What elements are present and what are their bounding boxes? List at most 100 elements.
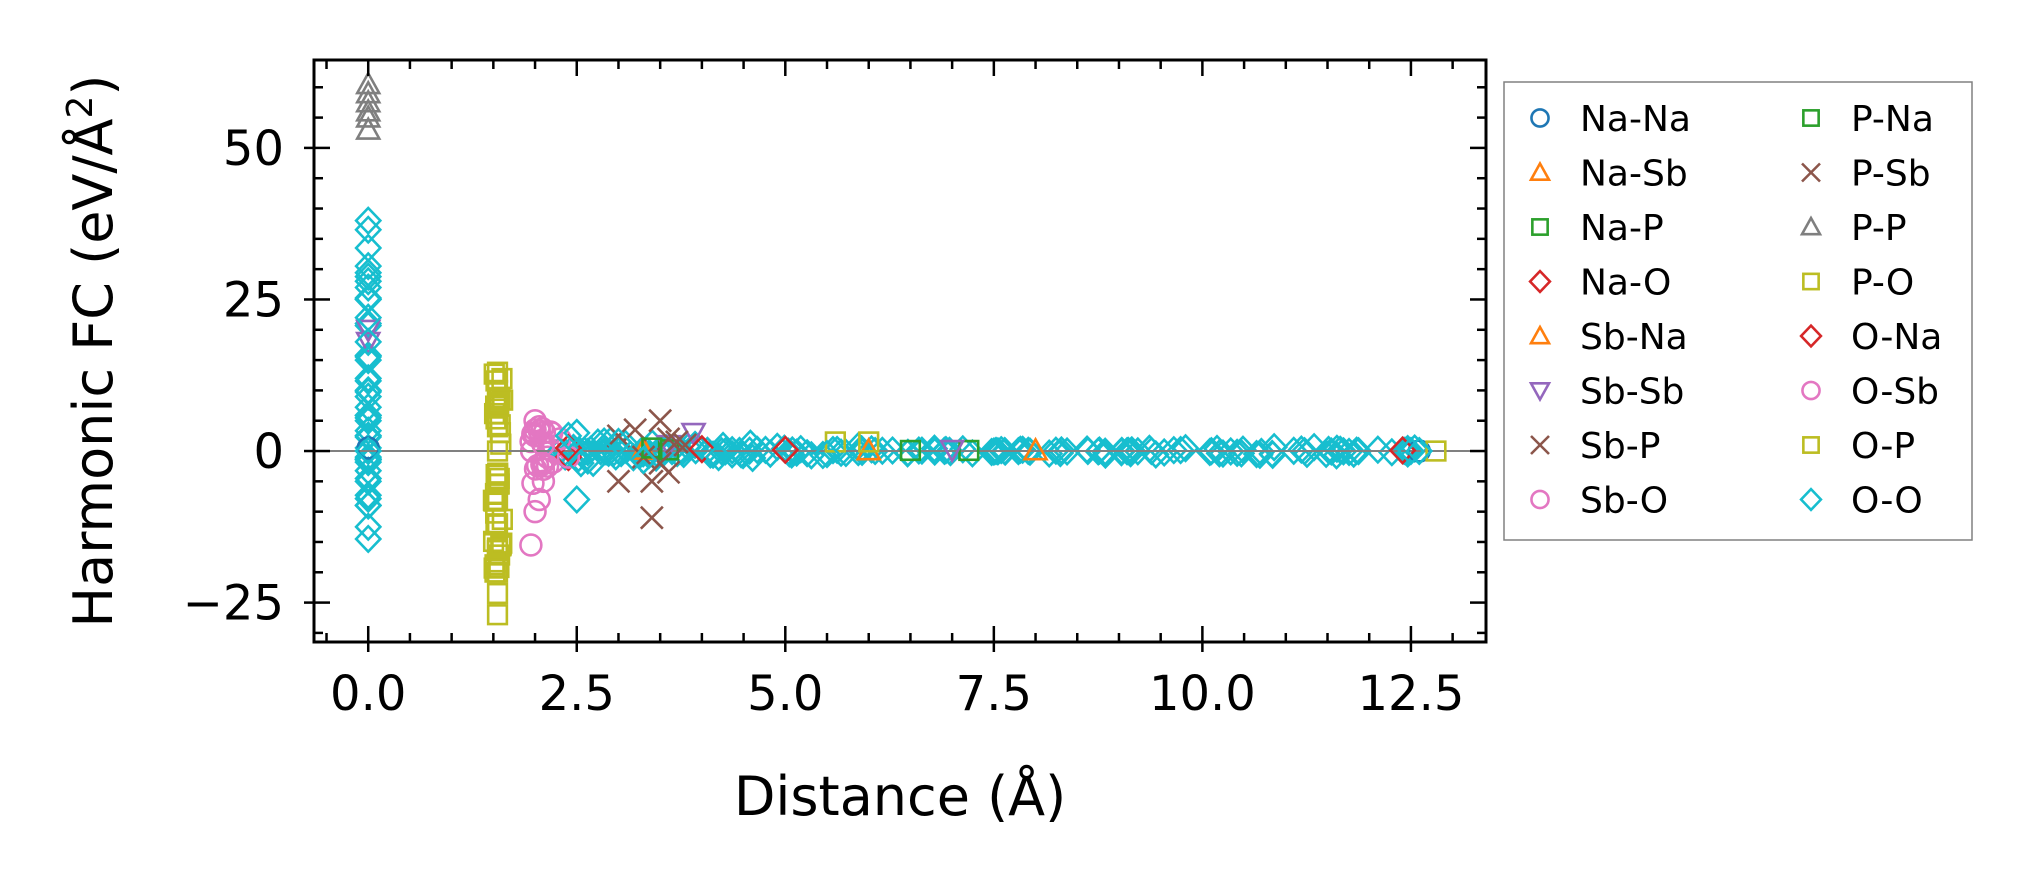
point-o-o: [354, 406, 383, 436]
legend-label-o-p: O-P: [1851, 426, 1915, 467]
point-o-o: [354, 436, 383, 466]
point-o-sb: [531, 457, 556, 481]
point-sb-p: [648, 408, 673, 433]
band-point-o-o: [1260, 432, 1289, 462]
legend-marker-sb-o: [1530, 489, 1550, 510]
band-point-o-o: [592, 436, 621, 466]
legend-label-p-p: P-P: [1851, 208, 1907, 249]
point-sb-o: [535, 454, 560, 478]
point-p-sb: [664, 430, 689, 454]
point-o-o: [562, 418, 591, 448]
band-point-o-o: [1150, 437, 1179, 467]
point-o-o: [554, 421, 583, 451]
band-point-o-o: [848, 437, 876, 467]
point-o-o: [354, 375, 383, 405]
point-o-o: [354, 327, 383, 357]
band-point-o-o: [1107, 436, 1136, 466]
point-sb-sb: [355, 319, 382, 344]
band-point-o-o: [1117, 435, 1146, 465]
band-point-p-o: [483, 363, 505, 385]
band-point-o-o: [354, 403, 383, 433]
point-sb-sb: [938, 439, 966, 464]
legend-marker-p-sb: [1801, 162, 1821, 183]
band-point-o-o: [1159, 435, 1188, 465]
point-o-o: [629, 445, 658, 475]
point-o-o: [354, 206, 383, 236]
point-o-o: [354, 524, 383, 554]
point-o-o: [354, 491, 383, 521]
band-point-o-o: [1209, 439, 1237, 469]
point-o-p: [486, 391, 509, 414]
legend: Na-Na Na-Sb Na-P Na-O Sb-Na Sb-Sb Sb-P Sb-O P-Na…: [1503, 81, 1973, 541]
band-point-o-o: [987, 435, 1016, 465]
y-tick-label: −25: [183, 576, 284, 632]
point-o-p: [486, 537, 509, 559]
x-tick-label: 10.0: [1149, 666, 1256, 722]
band-point-o-o: [793, 438, 821, 468]
point-sb-o: [519, 533, 543, 557]
band-point-o-o: [1004, 436, 1033, 466]
y-tick-label: 25: [223, 272, 284, 328]
band-point-p-o: [483, 490, 505, 512]
point-sb-o: [556, 445, 581, 469]
legend-label-p-na: P-Na: [1851, 99, 1934, 140]
band-point-o-o: [1229, 435, 1257, 465]
point-o-p: [486, 488, 509, 511]
legend-label-p-sb: P-Sb: [1851, 154, 1931, 195]
point-o-p: [486, 416, 509, 438]
band-point-o-o: [1053, 436, 1081, 466]
point-sb-o: [523, 499, 547, 524]
band-point-o-o: [354, 363, 383, 393]
band-point-o-o: [354, 392, 383, 422]
legend-label-sb-na: Sb-Na: [1580, 317, 1688, 358]
point-p-o: [486, 604, 509, 626]
band-point-o-o: [990, 436, 1019, 466]
band-point-o-o: [751, 435, 780, 465]
band-point-o-o: [763, 432, 792, 462]
point-sb-p: [639, 505, 664, 530]
band-point-o-o: [1014, 436, 1043, 466]
point-na-p: [958, 439, 980, 462]
point-o-o: [567, 448, 595, 478]
x-axis-label: Distance (Å): [734, 764, 1066, 828]
data-points: [354, 70, 1447, 626]
legend-label-o-o: O-O: [1851, 481, 1923, 522]
point-p-o: [486, 582, 509, 605]
legend-label-sb-p: Sb-P: [1580, 426, 1660, 467]
band-point-o-o: [1166, 435, 1195, 465]
band-point-o-o: [958, 438, 987, 468]
band-point-o-o: [1344, 436, 1373, 466]
band-point-o-o: [354, 422, 383, 452]
x-tick-label: 2.5: [539, 666, 615, 722]
point-p-o: [858, 431, 880, 453]
point-o-o: [813, 439, 841, 469]
band-point-o-o: [354, 366, 383, 396]
legend-marker-sb-p: [1530, 435, 1550, 455]
point-sb-o: [523, 408, 547, 433]
band-point-o-o: [868, 436, 897, 466]
band-point-o-o: [1312, 439, 1341, 469]
y-tick-labels: −25 0 25 50: [183, 121, 284, 632]
plot-frame: [312, 58, 1488, 644]
point-p-o: [1425, 440, 1447, 462]
band-point-o-o: [1047, 435, 1076, 465]
point-o-o: [354, 215, 383, 245]
legend-marker-sb-sb: [1528, 381, 1552, 403]
point-sb-sb: [680, 422, 707, 447]
legend-marker-o-p: [1802, 436, 1820, 454]
legend-marker-p-o: [1802, 272, 1820, 291]
point-sb-p: [606, 423, 631, 448]
legend-label-o-na: O-Na: [1851, 317, 1942, 358]
legend-label-na-o: Na-O: [1580, 263, 1671, 304]
legend-marker-o-o: [1799, 487, 1823, 512]
point-na-sb: [855, 436, 882, 461]
x-tick-label: 7.5: [956, 666, 1032, 722]
y-axis-label-base: Harmonic FC (eV/Å: [61, 118, 125, 627]
point-o-o: [354, 284, 383, 314]
point-p-na: [899, 439, 922, 462]
point-na-o: [771, 435, 800, 465]
band-point-p-o: [485, 502, 507, 524]
legend-marker-na-p: [1531, 218, 1549, 236]
band-point-o-o: [727, 439, 756, 469]
legend-marker-na-o: [1528, 269, 1552, 294]
